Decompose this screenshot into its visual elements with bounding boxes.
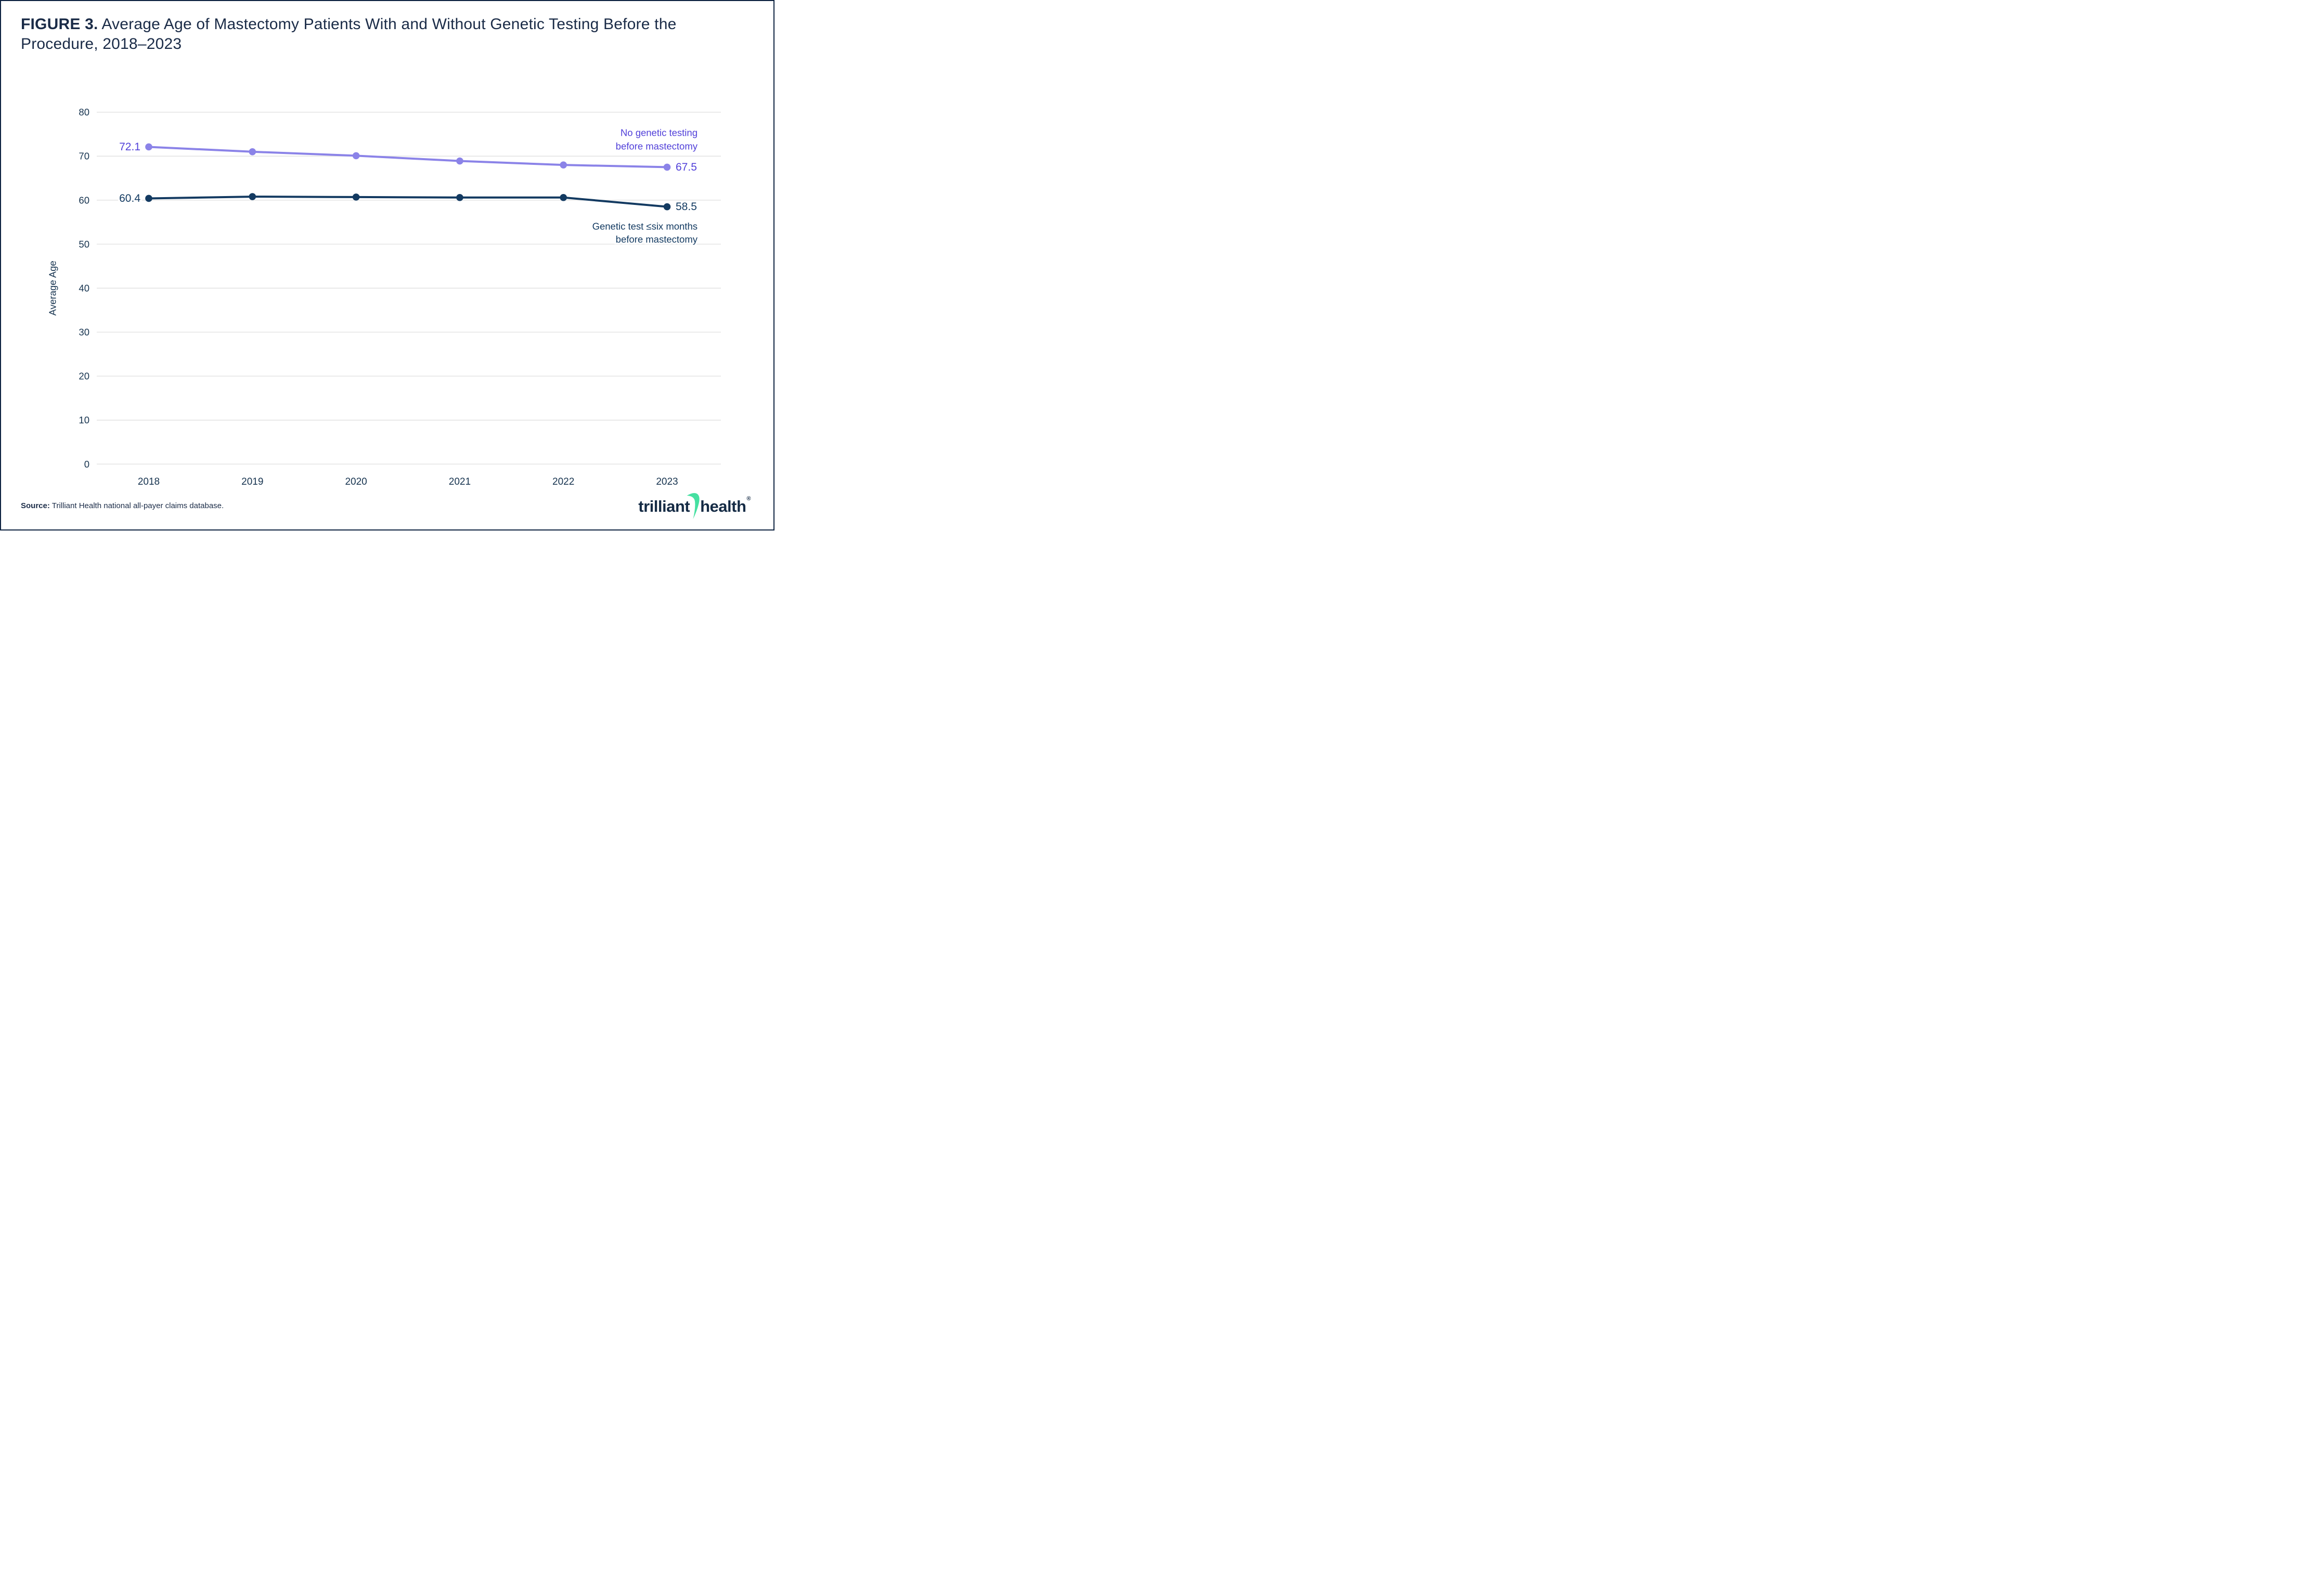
figure-title-text: Average Age of Mastectomy Patients With …: [21, 16, 677, 53]
series-line: [148, 196, 668, 208]
y-tick-label: 70: [79, 151, 89, 162]
y-tick-label: 80: [79, 107, 89, 118]
figure-title: FIGURE 3. Average Age of Mastectomy Pati…: [21, 15, 707, 54]
x-tick-label: 2018: [138, 476, 160, 487]
data-point: [456, 157, 463, 165]
series-annotation-line: before mastectomy: [616, 141, 698, 152]
x-tick-label: 2023: [656, 476, 678, 487]
source-note: Source: Trilliant Health national all-pa…: [21, 501, 224, 510]
line-chart: 0 10 20 30 40 50 60 70 80 2018 2019 2020 2021 2022 202…: [47, 107, 721, 487]
data-point: [352, 152, 360, 160]
data-point: [663, 163, 671, 171]
data-label-last: 58.5: [676, 201, 697, 213]
data-point: [249, 193, 256, 200]
y-tick-label: 50: [79, 239, 89, 250]
data-point: [663, 203, 671, 211]
figure-container: 0 10 20 30 40 50 60 70 80 2018 2019 2020 2021 2022 202…: [0, 0, 774, 530]
x-tick-label: 2021: [449, 476, 471, 487]
y-tick-label: 0: [84, 459, 89, 470]
y-tick-label: 30: [79, 327, 89, 338]
series-annotation-line: Genetic test ≤six months: [592, 221, 698, 232]
registered-mark: ®: [746, 496, 751, 502]
logo-text-trilliant: trilliant: [638, 497, 690, 515]
data-point: [456, 193, 463, 201]
data-label-first: 60.4: [119, 192, 140, 204]
x-tick-label: 2022: [552, 476, 574, 487]
y-axis-title: Average Age: [47, 261, 58, 316]
logo-text-health: health: [700, 497, 746, 515]
source-text: Trilliant Health national all-payer clai…: [49, 501, 224, 510]
y-tick-label: 20: [79, 371, 89, 382]
y-tick-label: 10: [79, 415, 89, 425]
source-label: Source:: [21, 501, 50, 510]
data-point: [560, 161, 567, 169]
data-point: [145, 195, 152, 202]
y-tick-label: 40: [79, 282, 89, 293]
data-point: [249, 148, 256, 156]
y-tick-label: 60: [79, 195, 89, 205]
x-tick-label: 2020: [345, 476, 367, 487]
data-point: [352, 193, 360, 201]
data-label-last: 67.5: [676, 161, 697, 173]
figure-number: FIGURE 3.: [21, 16, 98, 33]
data-point: [145, 143, 152, 151]
logo-swoosh-icon: [687, 493, 700, 519]
series-annotation-line: before mastectomy: [616, 234, 698, 245]
x-tick-label: 2019: [241, 476, 263, 487]
series-annotation-line: No genetic testing: [621, 127, 698, 138]
data-point: [560, 193, 567, 201]
data-label-first: 72.1: [119, 141, 140, 153]
series-line: [148, 146, 668, 169]
trilliant-health-logo: trilliant health ®: [638, 493, 751, 522]
